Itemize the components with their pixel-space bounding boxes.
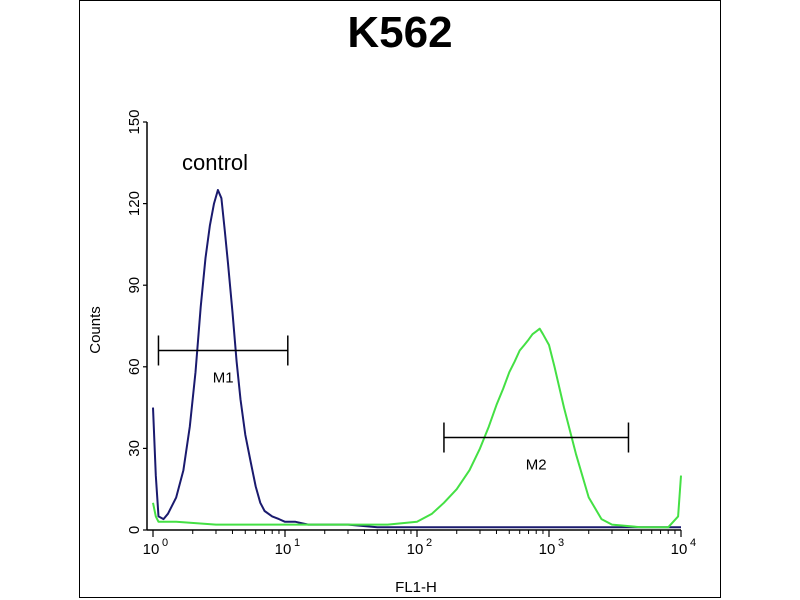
marker-m1: M1 xyxy=(157,335,289,386)
y-tick-label: 30 xyxy=(126,440,143,457)
y-tick-label: 150 xyxy=(126,109,143,134)
x-tick-exponent: 1 xyxy=(294,537,300,549)
series-layer xyxy=(152,189,682,529)
y-tick-label: 90 xyxy=(126,277,143,294)
x-tick-label: 10 xyxy=(539,541,556,558)
y-axis-label: Counts xyxy=(87,306,104,354)
marker-m2: M2 xyxy=(443,422,630,474)
x-tick-exponent: 2 xyxy=(426,537,432,549)
chart-frame xyxy=(79,0,721,598)
marker-label: M2 xyxy=(526,457,547,474)
x-tick-label: 10 xyxy=(143,541,160,558)
marker-label: M1 xyxy=(213,369,234,386)
x-tick-exponent: 0 xyxy=(162,537,168,549)
x-tick-label: 10 xyxy=(407,541,424,558)
y-tick-label: 120 xyxy=(126,191,143,216)
x-axis-label: FL1-H xyxy=(395,579,437,596)
series-1-line xyxy=(152,327,682,529)
x-tick-exponent: 3 xyxy=(558,537,564,549)
y-tick-label: 0 xyxy=(126,526,143,534)
control-annotation: control xyxy=(182,150,248,175)
x-tick-label: 10 xyxy=(275,541,292,558)
control-line xyxy=(152,189,681,529)
x-tick-exponent: 4 xyxy=(690,537,696,549)
markers-layer: M1 M2 xyxy=(157,335,630,474)
y-tick-label: 60 xyxy=(126,358,143,375)
x-tick-label: 10 xyxy=(671,541,688,558)
chart-title: K562 xyxy=(347,8,453,57)
